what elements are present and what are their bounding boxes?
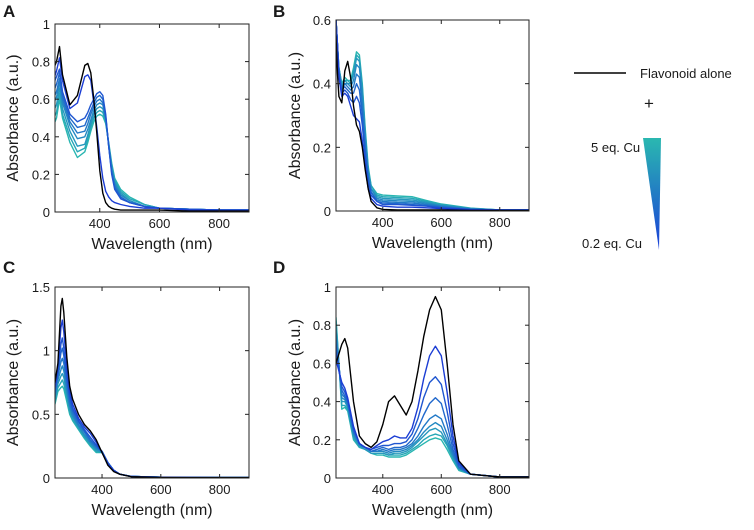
plot-frame (54, 23, 250, 213)
panel-letter: D (273, 258, 285, 277)
y-tick-label: 0.4 (313, 77, 331, 92)
legend-high-label: 5 eq. Cu (591, 140, 640, 155)
y-tick-label: 0.6 (313, 13, 331, 28)
x-tick-label: 800 (489, 215, 511, 230)
y-axis-title: Absorbance (a.u.) (5, 54, 22, 181)
series-line-0-2-eq-cu (55, 319, 249, 478)
panel-letter: C (3, 258, 15, 277)
series-line-cu-2 (55, 68, 249, 211)
series-line-5-eq-cu (55, 98, 249, 211)
series-line-cu-5 (336, 332, 529, 478)
plot-frame (335, 286, 530, 479)
y-axis-title: Absorbance (a.u.) (5, 319, 22, 446)
series-line-flavonoid-alone (55, 45, 249, 212)
y-tick-label: 0.2 (32, 167, 50, 182)
x-tick-label: 600 (150, 482, 172, 497)
plot-frame (335, 19, 530, 212)
panel-letter: A (3, 2, 15, 21)
y-tick-label: 0 (324, 204, 331, 219)
plot-frame (54, 286, 250, 479)
legend-alone-label: Flavonoid alone (640, 66, 732, 81)
series-line-cu-4 (55, 77, 249, 211)
x-tick-label: 400 (372, 482, 394, 497)
x-tick-label: 600 (430, 215, 452, 230)
series-line-5-eq-cu (336, 20, 529, 211)
series-line-5-eq-cu (336, 316, 529, 478)
series-line-cu-7 (336, 320, 529, 478)
chart-panel-d: 400 600 800 0 0.2 0.4 0.6 0.8 1 Wavelength (nm) Ab… (273, 258, 530, 519)
series-line-cu-5 (55, 81, 249, 211)
series-group (336, 20, 529, 211)
series-group (55, 45, 249, 212)
chart-panel-b: 400 600 800 0 0.2 0.4 0.6 Wavelength (nm) Absorb… (273, 2, 530, 252)
y-tick-label: 1.5 (32, 280, 50, 295)
y-tick-label: 0 (43, 205, 50, 220)
series-line-cu-3 (55, 347, 249, 478)
series-line-flavonoid-alone (336, 295, 529, 478)
series-line-0-2-eq-cu (55, 57, 249, 211)
y-tick-label: 0 (324, 471, 331, 486)
series-line-0-2-eq-cu (336, 345, 529, 478)
y-tick-label: 0.6 (313, 356, 331, 371)
legend-gradient-wedge (643, 138, 661, 250)
series-line-cu-5 (55, 365, 249, 478)
y-tick-label: 0.2 (313, 433, 331, 448)
series-line-cu-7 (55, 92, 249, 211)
y-tick-label: 1 (43, 17, 50, 32)
series-line-cu-3 (55, 72, 249, 211)
legend-plus-sign: + (644, 94, 654, 113)
x-axis-title: Wavelength (nm) (91, 502, 212, 519)
legend: Flavonoid alone + 5 eq. Cu 0.2 eq. Cu (574, 66, 732, 251)
x-tick-label: 800 (208, 216, 230, 231)
y-tick-label: 0.8 (32, 55, 50, 70)
series-line-flavonoid-alone (55, 297, 249, 478)
x-tick-label: 800 (209, 482, 231, 497)
x-tick-label: 400 (91, 482, 113, 497)
series-line-flavonoid-alone (336, 35, 529, 211)
y-tick-label: 0.2 (313, 140, 331, 155)
series-line-cu-2 (55, 337, 249, 478)
series-line-cu-4 (336, 337, 529, 478)
series-line-cu-6 (336, 326, 529, 478)
x-axis-title: Wavelength (nm) (91, 236, 212, 253)
chart-panel-a: 400 600 800 0 0.2 0.4 0.6 0.8 1 Wavelength (nm) Ab… (3, 2, 250, 253)
x-axis-title: Wavelength (nm) (372, 502, 493, 519)
x-tick-label: 600 (149, 216, 171, 231)
series-line-cu-4 (55, 357, 249, 478)
y-tick-label: 0.4 (313, 395, 331, 410)
x-tick-label: 800 (489, 482, 511, 497)
x-tick-label: 600 (430, 482, 452, 497)
y-tick-label: 0.4 (32, 130, 50, 145)
y-tick-label: 0 (43, 471, 50, 486)
series-line-cu-3 (336, 343, 529, 478)
x-tick-label: 400 (372, 215, 394, 230)
series-group (336, 295, 529, 478)
series-group (55, 297, 249, 478)
panel-letter: B (273, 2, 285, 21)
y-tick-label: 1 (43, 344, 50, 359)
x-axis-title: Wavelength (nm) (372, 235, 493, 252)
x-tick-label: 400 (89, 216, 111, 231)
legend-low-label: 0.2 eq. Cu (582, 236, 642, 251)
y-tick-label: 1 (324, 280, 331, 295)
y-tick-label: 0.6 (32, 92, 50, 107)
y-tick-label: 0.8 (313, 318, 331, 333)
series-line-cu-2 (336, 20, 529, 211)
y-axis-title: Absorbance (a.u.) (287, 319, 304, 446)
chart-panel-c: 400 600 800 0 0.5 1 1.5 Wavelength (nm) Absorban… (3, 258, 250, 519)
y-axis-title: Absorbance (a.u.) (287, 52, 304, 179)
y-tick-label: 0.5 (32, 407, 50, 422)
series-line-cu-2 (336, 351, 529, 478)
